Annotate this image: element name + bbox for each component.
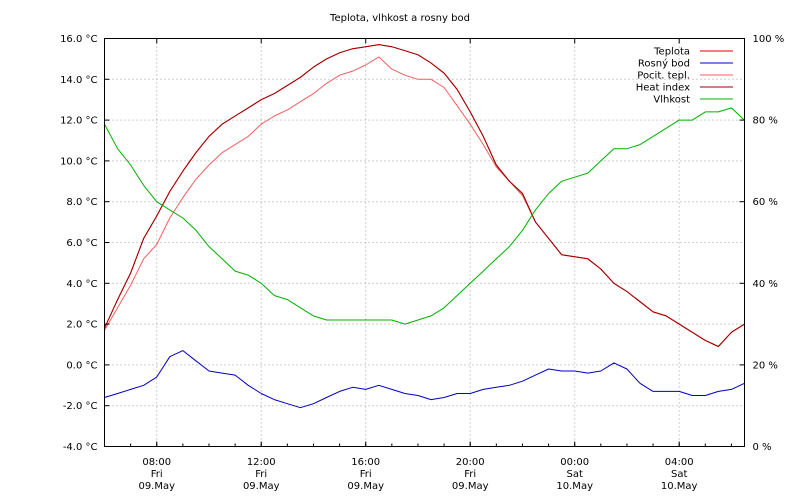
- y-right-tick-label: 20 %: [753, 360, 778, 371]
- x-tick-label: 09.May: [452, 481, 489, 492]
- x-tick-label: 09.May: [347, 481, 384, 492]
- y-left-tick-label: 0.0 °C: [66, 360, 97, 371]
- x-tick-label: 12:00: [247, 457, 276, 468]
- series-line: [104, 350, 745, 409]
- chart-title: Teplota, vlhkost a rosny bod: [329, 13, 470, 24]
- x-tick-label: 10.May: [661, 481, 698, 492]
- y-right-tick-label: 0 %: [753, 442, 772, 453]
- x-tick-label: 00:00: [560, 457, 589, 468]
- x-tick-label: Sat: [567, 469, 583, 480]
- x-tick-label: Fri: [360, 469, 372, 480]
- y-right-tick-label: 80 %: [753, 116, 778, 127]
- x-tick-label: 16:00: [351, 457, 380, 468]
- x-tick-label: 08:00: [142, 457, 171, 468]
- x-tick-label: Fri: [255, 469, 267, 480]
- x-tick-label: Fri: [151, 469, 163, 480]
- y-left-tick-label: 2.0 °C: [66, 320, 97, 331]
- x-tick-label: 04:00: [665, 457, 694, 468]
- x-tick-label: 10.May: [556, 481, 593, 492]
- y-left-tick-label: 6.0 °C: [66, 238, 97, 249]
- y-right-tick-label: 40 %: [753, 279, 778, 290]
- series-lines: [104, 44, 745, 409]
- y-right-tick-label: 60 %: [753, 197, 778, 208]
- grid: [104, 38, 745, 447]
- y-left-tick-label: -4.0 °C: [63, 442, 98, 453]
- y-left-tick-label: 12.0 °C: [60, 116, 97, 127]
- y-right-tick-label: 100 %: [753, 34, 785, 45]
- x-tick-label: 09.May: [138, 481, 175, 492]
- legend-label: Rosný bod: [638, 58, 690, 70]
- legend-label: Teplota: [653, 47, 690, 58]
- legend-label: Vlhkost: [653, 95, 690, 106]
- x-tick-label: Fri: [464, 469, 476, 480]
- x-tick-label: 09.May: [243, 481, 280, 492]
- x-tick-label: Sat: [671, 469, 687, 480]
- y-left-tick-label: -2.0 °C: [63, 401, 98, 412]
- y-left-tick-label: 14.0 °C: [60, 75, 97, 86]
- y-left-tick-label: 10.0 °C: [60, 156, 97, 167]
- legend-label: Heat index: [636, 83, 690, 94]
- axes: -4.0 °C -2.0 °C 0.0 °C 2.0 °C 4.0 °C 6.0 °C 8.…: [60, 34, 784, 492]
- series-line: [104, 44, 745, 347]
- y-left-tick-label: 8.0 °C: [66, 197, 97, 208]
- y-left-tick-label: 16.0 °C: [60, 34, 97, 45]
- series-line: [104, 107, 745, 325]
- x-tick-label: 20:00: [456, 457, 485, 468]
- legend-label: Pocit. tepl.: [637, 71, 690, 82]
- y-left-tick-label: 4.0 °C: [66, 279, 97, 290]
